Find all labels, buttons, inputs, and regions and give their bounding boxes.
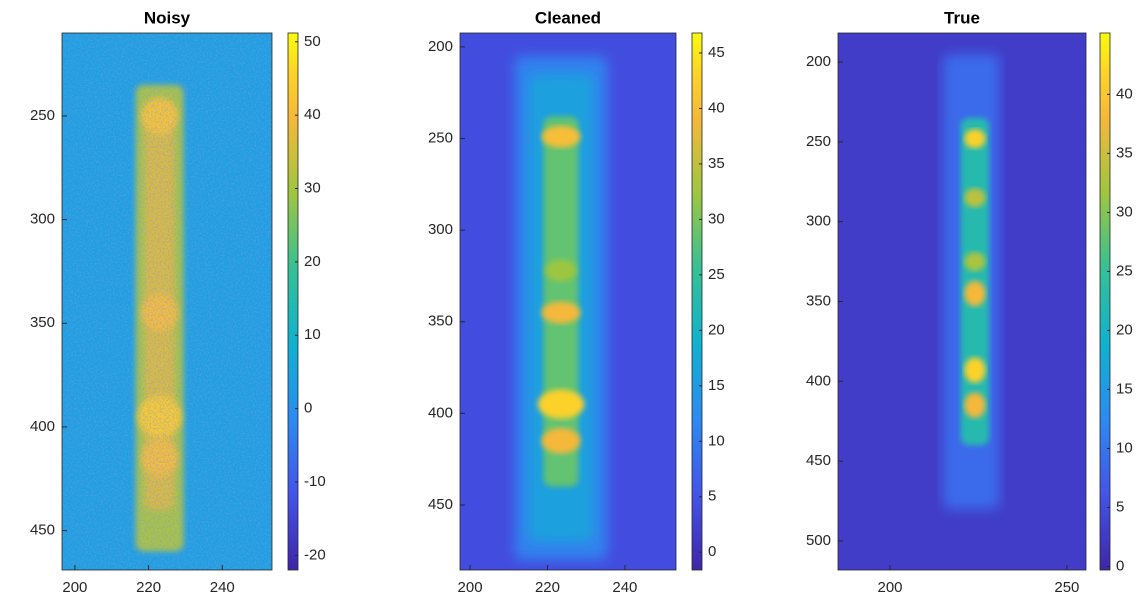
colorbar-tick-label: 20 xyxy=(1116,321,1133,338)
image-blob xyxy=(964,129,986,149)
y-tick-label: 300 xyxy=(806,213,831,230)
y-tick-label: 500 xyxy=(806,532,831,549)
image-blob xyxy=(964,280,986,307)
colorbar-tick-label: 50 xyxy=(304,33,321,50)
colorbar-tick-label: 0 xyxy=(708,543,716,560)
colorbar-tick-label: 0 xyxy=(304,400,312,417)
colorbar-tick-label: 20 xyxy=(708,321,725,338)
colorbar-tick-label: 5 xyxy=(1116,498,1124,515)
x-tick-label: 200 xyxy=(62,579,87,596)
image-blob xyxy=(964,188,986,208)
colorbar-tick-label: 35 xyxy=(708,155,725,172)
y-tick-label: 250 xyxy=(806,133,831,150)
x-tick-label: 220 xyxy=(136,579,161,596)
colorbar-tick-label: 45 xyxy=(708,44,725,61)
colorbar-tick-label: 25 xyxy=(708,266,725,283)
x-tick-label: 240 xyxy=(612,579,637,596)
colorbar-tick-label: 15 xyxy=(1116,380,1133,397)
colorbar-tick-label: 30 xyxy=(1116,203,1133,220)
y-tick-label: 300 xyxy=(428,221,453,238)
colorbar-tick-label: 30 xyxy=(708,210,725,227)
y-tick-label: 450 xyxy=(30,522,55,539)
axes-title: True xyxy=(944,8,980,27)
y-tick-label: 350 xyxy=(30,314,55,331)
colorbar xyxy=(1099,32,1111,571)
image-blob xyxy=(541,125,581,148)
image xyxy=(460,33,676,570)
y-tick-label: 300 xyxy=(30,211,55,228)
image xyxy=(838,33,1086,570)
y-tick-label: 250 xyxy=(428,129,453,146)
axes-box xyxy=(61,32,273,571)
axes-title: Cleaned xyxy=(535,8,601,27)
y-tick-label: 250 xyxy=(30,107,55,124)
image-blob xyxy=(545,259,577,282)
axes-title: Noisy xyxy=(144,8,191,27)
x-tick-label: 240 xyxy=(210,579,235,596)
colorbar-tick-label: 20 xyxy=(304,253,321,270)
y-tick-label: 350 xyxy=(428,313,453,330)
x-tick-label: 200 xyxy=(458,579,483,596)
image-blob xyxy=(964,357,986,383)
colorbar-tick-label: 10 xyxy=(1116,439,1133,456)
colorbar-tick-label: -10 xyxy=(304,473,326,490)
axes: Cleaned 200 220 240 200 250 300 350 400 450 0 5 10 15… xyxy=(428,8,725,595)
colorbar-tick-label: 5 xyxy=(708,488,716,505)
image-noise xyxy=(62,33,272,570)
y-tick-label: 400 xyxy=(30,418,55,435)
y-tick-label: 450 xyxy=(806,452,831,469)
image xyxy=(62,33,272,570)
colorbar-tick-label: 0 xyxy=(1116,557,1124,574)
x-tick-label: 200 xyxy=(877,579,902,596)
colorbar-tick-label: 25 xyxy=(1116,262,1133,279)
y-tick-label: 200 xyxy=(806,53,831,70)
axes: True 200 250 200 250 300 350 400 450 500 0 5 10 15 20 2… xyxy=(806,8,1133,595)
image-blob xyxy=(537,389,585,419)
colorbar-tick-label: -20 xyxy=(304,546,326,563)
y-tick-label: 400 xyxy=(428,404,453,421)
colorbar-tick-label: 40 xyxy=(1116,85,1133,102)
y-tick-label: 400 xyxy=(806,372,831,389)
colorbar-tick-label: 35 xyxy=(1116,144,1133,161)
axes: Noisy 200 220 240 250 300 350 400 450 -20 -10 0 10 20… xyxy=(30,8,326,595)
colorbar xyxy=(691,32,703,571)
image-blob xyxy=(964,252,986,272)
x-tick-label: 220 xyxy=(535,579,560,596)
colorbar-tick-label: 15 xyxy=(708,377,725,394)
y-tick-label: 200 xyxy=(428,38,453,55)
colorbar xyxy=(287,32,299,571)
image-blob xyxy=(964,392,986,419)
colorbar-tick-label: 10 xyxy=(708,432,725,449)
colorbar-tick-label: 40 xyxy=(708,99,725,116)
y-tick-label: 450 xyxy=(428,496,453,513)
image-blob xyxy=(541,301,581,324)
colorbar-tick-label: 30 xyxy=(304,179,321,196)
image-blob xyxy=(541,428,581,454)
x-tick-label: 250 xyxy=(1054,579,1079,596)
y-tick-label: 350 xyxy=(806,292,831,309)
colorbar-tick-label: 10 xyxy=(304,326,321,343)
colorbar-tick-label: 40 xyxy=(304,106,321,123)
axes-box xyxy=(459,32,677,571)
